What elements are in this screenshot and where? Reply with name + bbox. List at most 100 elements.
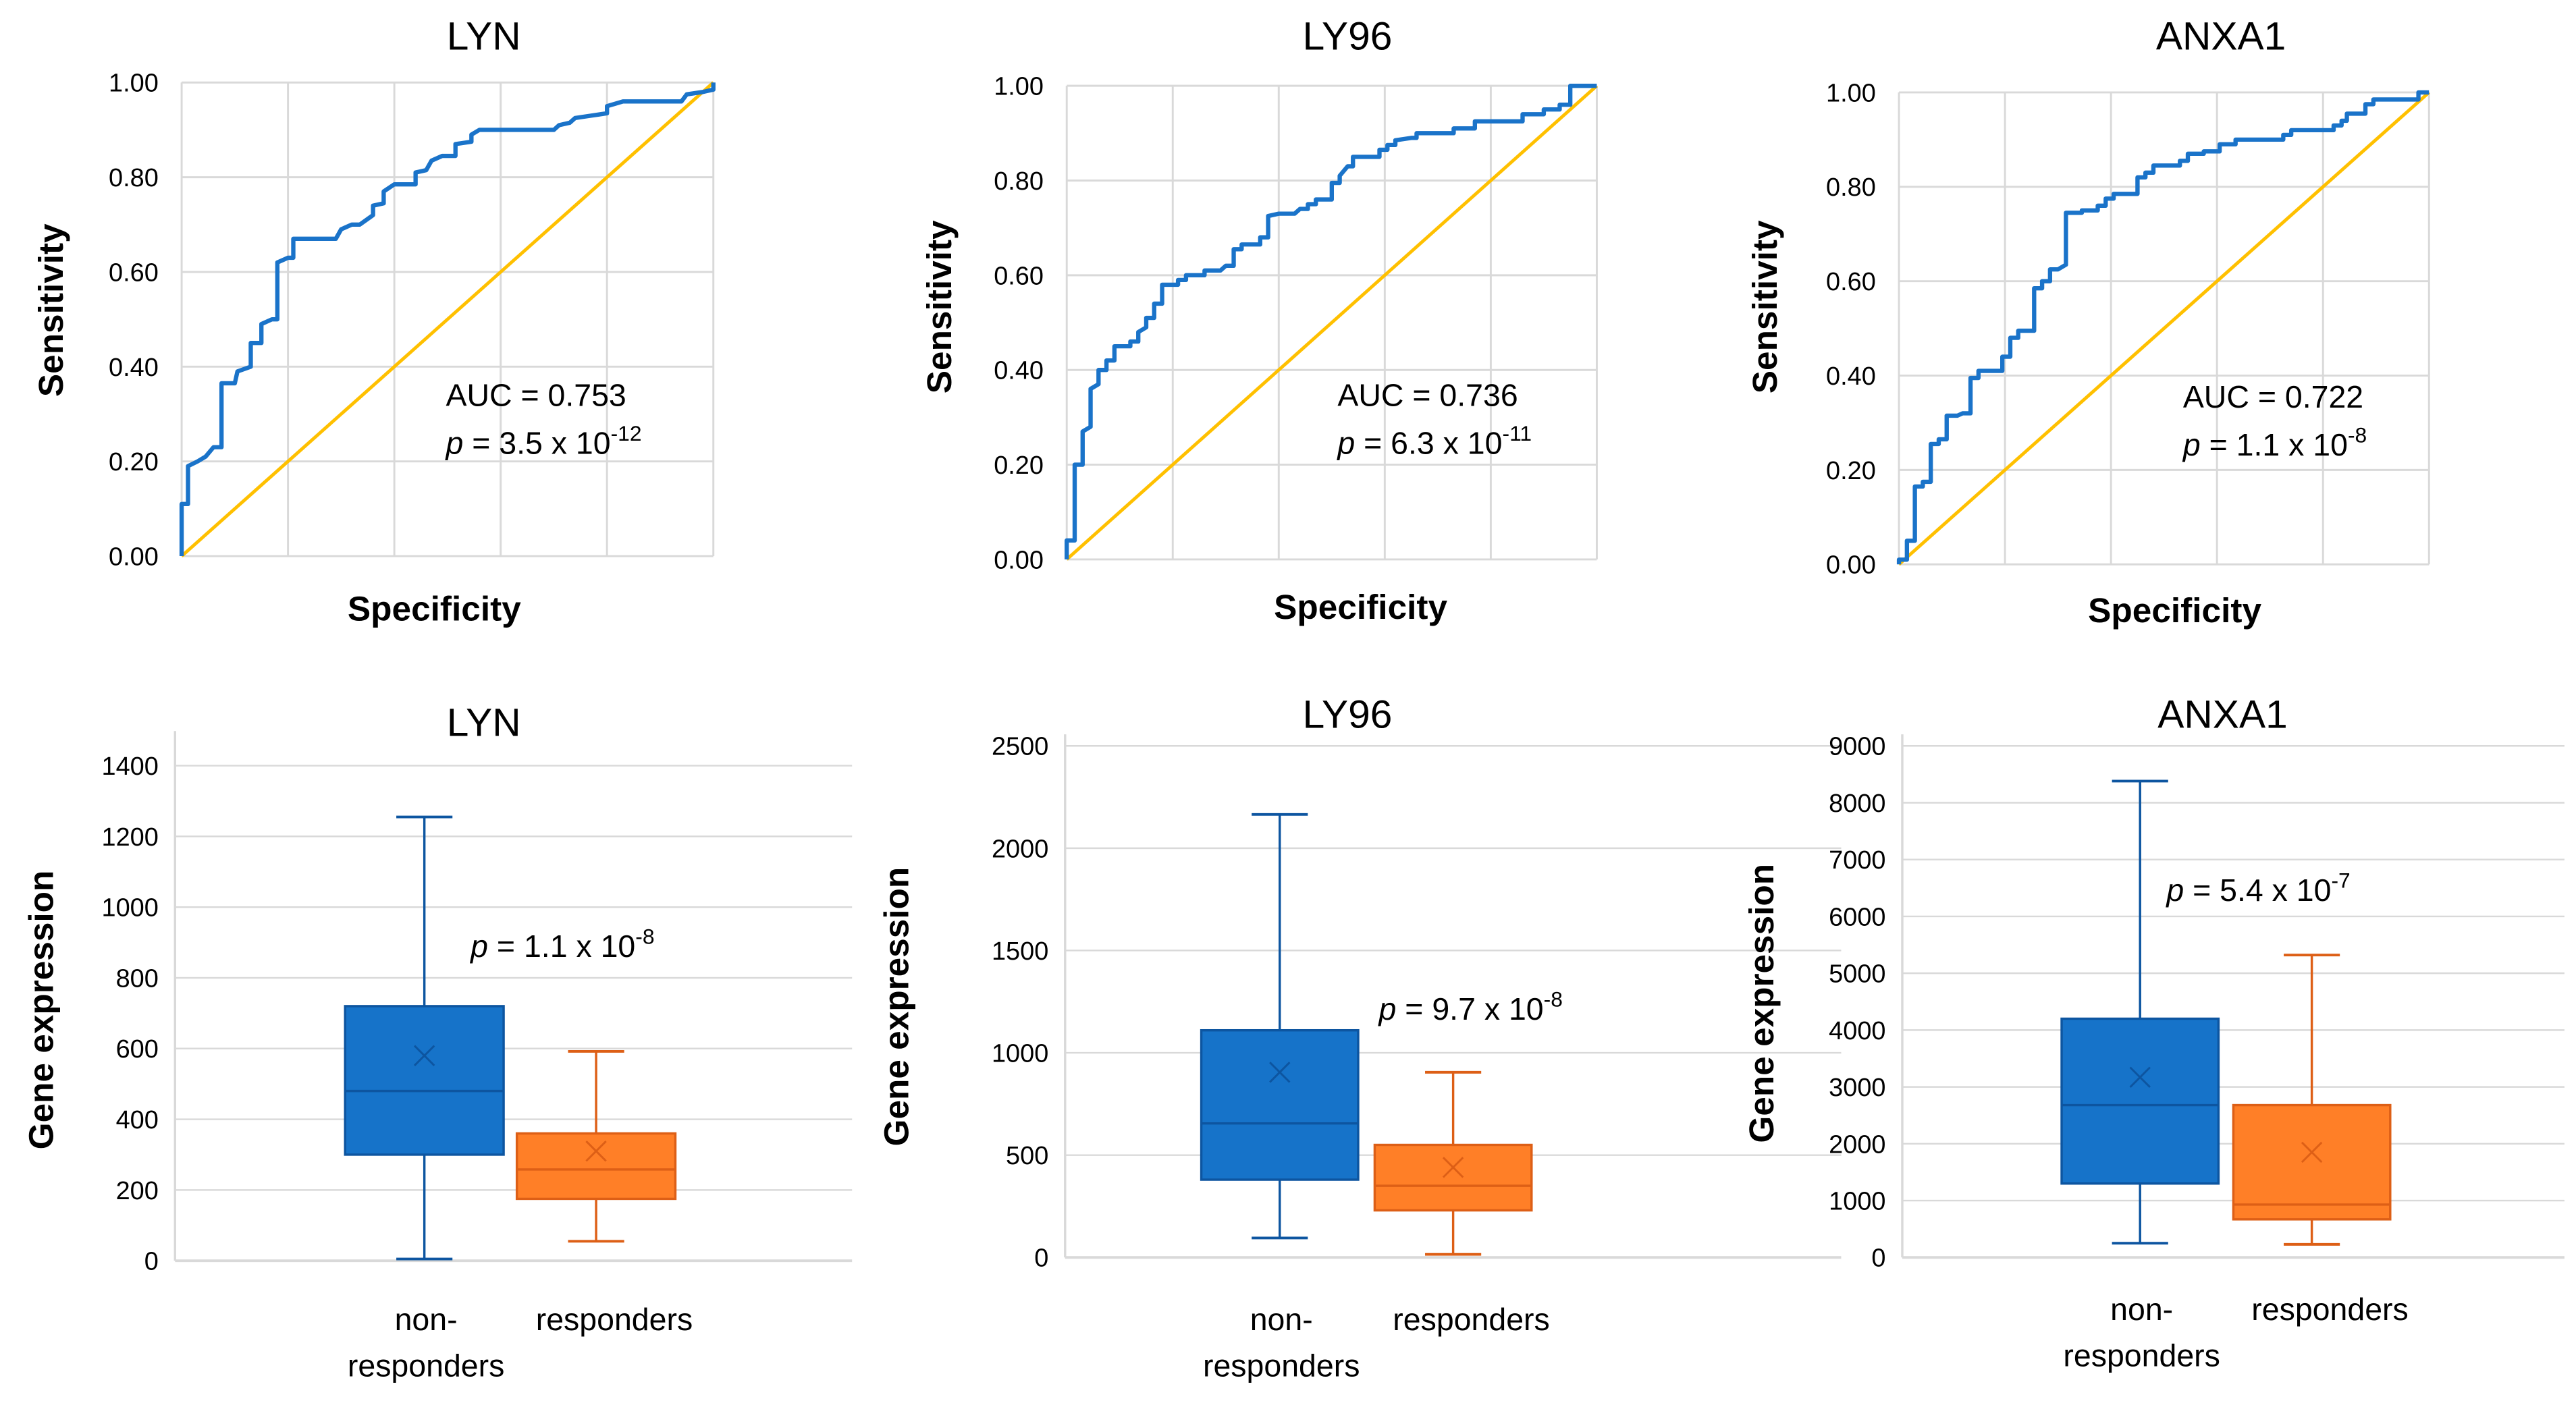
y-tick-label: 800 <box>116 964 159 993</box>
mean-marker <box>1442 1157 1464 1178</box>
responders-box <box>515 1050 677 1243</box>
y-tick-label: 0.60 <box>994 262 1044 290</box>
p-value-annotation: p = 5.4 x 10-7 <box>2165 869 2350 908</box>
y-tick-label: 1.00 <box>994 73 1044 101</box>
p-text: = 9.7 x 10 <box>1396 991 1543 1026</box>
auc-annotation: AUC = 0.753 <box>446 378 626 413</box>
p-value-annotation: p = 1.1 x 10-8 <box>469 925 654 964</box>
iqr-box <box>1200 1028 1360 1181</box>
p-exponent: -11 <box>1503 421 1532 445</box>
y-tick-label: 0.80 <box>1826 173 1876 202</box>
x-category-label: non- <box>2110 1292 2173 1327</box>
y-tick-label: 0.20 <box>109 448 159 476</box>
roc-lyn-panel: LYN Sensitivity 0.00 0.20 0.40 0.60 0.80 1.00 Sp… <box>32 14 716 628</box>
p-exponent: -12 <box>611 421 642 445</box>
iqr-box <box>1373 1143 1533 1212</box>
p-text: = 5.4 x 10 <box>2184 873 2331 908</box>
y-tick-label: 4000 <box>1829 1017 1885 1045</box>
y-tick-label: 200 <box>116 1177 159 1205</box>
y-tick-label: 8000 <box>1829 790 1885 818</box>
auc-annotation: AUC = 0.722 <box>2183 379 2363 414</box>
mean-marker <box>1269 1062 1291 1083</box>
x-category-label: responders <box>2251 1292 2408 1327</box>
y-tick-label: 0.20 <box>1826 457 1876 485</box>
x-category-label: responders <box>536 1302 693 1337</box>
p-exponent: -8 <box>1544 987 1563 1012</box>
p-label: p <box>469 929 488 964</box>
p-text: = 3.5 x 10 <box>463 425 610 460</box>
y-tick-label: 1200 <box>102 823 159 852</box>
x-axis-label: Specificity <box>2088 591 2261 630</box>
p-text: = 6.3 x 10 <box>1355 425 1502 460</box>
chart-title: LY96 <box>1303 14 1393 58</box>
chart-title: ANXA1 <box>2156 14 2286 58</box>
p-label: p <box>2182 427 2201 462</box>
roc-ly96-panel: LY96 Sensitivity 0.00 0.20 0.40 0.60 0.80 1.00 S… <box>920 14 1599 626</box>
roc-curve-line <box>1065 83 1597 559</box>
roc-anxa1-panel: ANXA1 Sensitivity 0.00 0.20 0.40 0.60 0.80 1.00… <box>1746 14 2430 630</box>
non-responders-box <box>2060 779 2220 1245</box>
reference-diagonal-line <box>1898 91 2430 566</box>
x-category-label: non- <box>1250 1302 1313 1337</box>
reference-diagonal-line <box>1065 84 1599 561</box>
y-tick-label: 0.80 <box>994 167 1044 196</box>
reference-diagonal-line <box>180 81 715 557</box>
iqr-box <box>2232 1103 2392 1221</box>
responders-box <box>2232 954 2392 1246</box>
non-responders-box <box>344 815 505 1261</box>
y-tick-label: 0 <box>144 1248 159 1276</box>
p-label: p <box>1378 991 1397 1026</box>
p-label: p <box>444 425 463 460</box>
box-ly96-panel: LY96 Gene expression 0 500 1000 1500 2000 2500 n… <box>877 692 1842 1383</box>
x-category-label: responders <box>348 1348 504 1383</box>
y-tick-label: 0.40 <box>109 354 159 382</box>
y-tick-label: 500 <box>1006 1142 1048 1170</box>
p-exponent: -8 <box>635 925 654 949</box>
y-tick-label: 5000 <box>1829 960 1885 989</box>
iqr-box <box>2060 1017 2220 1185</box>
chart-title: ANXA1 <box>2157 692 2288 736</box>
y-tick-label: 0 <box>1871 1244 1885 1273</box>
y-tick-label: 0.20 <box>994 451 1044 480</box>
p-text: = 1.1 x 10 <box>2201 427 2348 462</box>
y-tick-label: 1000 <box>102 894 159 923</box>
chart-title: LY96 <box>1303 692 1393 736</box>
y-tick-label: 1000 <box>1829 1187 1885 1215</box>
y-tick-label: 0 <box>1034 1244 1048 1273</box>
y-tick-label: 1000 <box>992 1040 1048 1068</box>
y-tick-label: 0.80 <box>109 164 159 192</box>
iqr-box <box>344 1005 505 1156</box>
y-tick-label: 1.00 <box>109 70 159 98</box>
y-tick-label: 0.00 <box>1826 551 1876 580</box>
roc-curve-line <box>179 82 716 557</box>
y-axis-label: Gene expression <box>877 867 915 1147</box>
chart-title: LYN <box>447 701 521 745</box>
y-tick-label: 0.40 <box>994 357 1044 385</box>
responders-box <box>1373 1070 1533 1256</box>
y-tick-label: 7000 <box>1829 846 1885 875</box>
p-exponent: -8 <box>2348 422 2367 447</box>
box-anxa1-panel: ANXA1 Gene expression 0 1000 2000 3000 4000 500… <box>1742 692 2565 1373</box>
box-lyn-panel: LYN Gene expression 0 200 400 600 800 1000 1200 1… <box>22 701 853 1383</box>
y-tick-label: 2500 <box>992 733 1048 761</box>
y-tick-label: 0.00 <box>994 546 1044 574</box>
y-axis-label: Gene expression <box>22 871 60 1150</box>
p-text: = 1.1 x 10 <box>488 929 635 964</box>
y-tick-label: 3000 <box>1829 1074 1885 1102</box>
y-tick-label: 6000 <box>1829 903 1885 931</box>
y-tick-label: 0.00 <box>109 543 159 571</box>
p-value-annotation: p = 3.5 x 10-12 <box>444 421 641 461</box>
iqr-box <box>515 1132 677 1201</box>
mean-marker <box>2301 1141 2323 1163</box>
chart-title: LYN <box>447 14 521 58</box>
x-category-label: responders <box>1393 1302 1549 1337</box>
y-tick-label: 2000 <box>992 835 1048 863</box>
auc-annotation: AUC = 0.736 <box>1337 378 1518 413</box>
non-responders-box <box>1200 813 1360 1240</box>
mean-marker <box>585 1141 607 1162</box>
y-tick-label: 400 <box>116 1106 159 1134</box>
y-axis-label: Sensitivity <box>920 220 959 393</box>
y-tick-label: 1400 <box>102 752 159 781</box>
x-category-label: non- <box>395 1302 458 1337</box>
